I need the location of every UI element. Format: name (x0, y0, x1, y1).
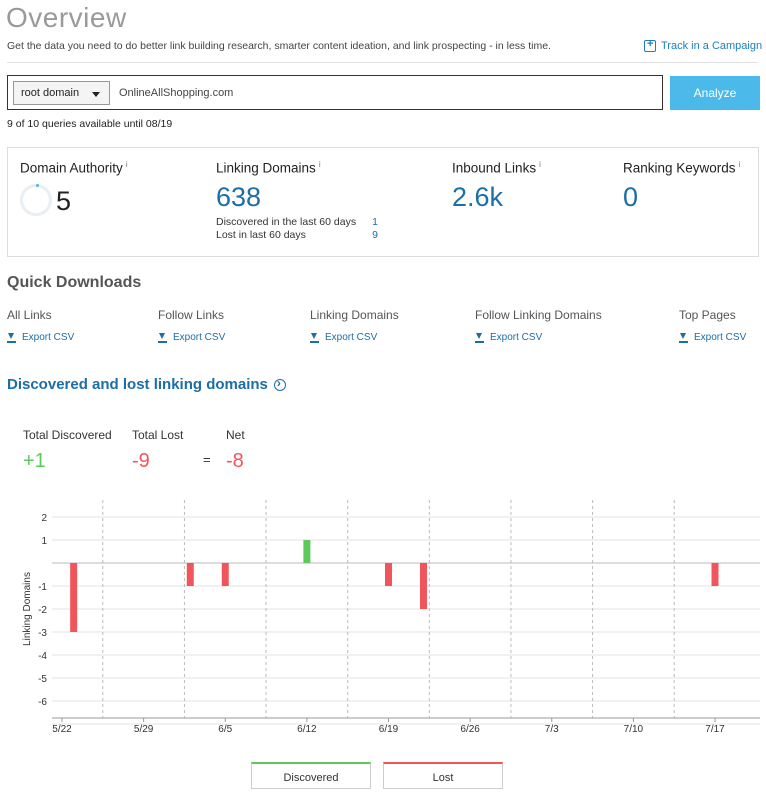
download-icon (158, 332, 167, 343)
discovered-bar (303, 540, 311, 563)
metrics-panel: Domain Authority i 5 Linking Domains i 638… (7, 147, 759, 257)
scope-value: root domain (21, 87, 80, 99)
info-icon[interactable] (273, 376, 286, 391)
info-icon[interactable]: i (125, 160, 128, 169)
ranking-keywords-label: Ranking Keywords i (623, 160, 741, 176)
download-icon (475, 332, 484, 343)
scope-dropdown[interactable]: root domain (13, 81, 110, 105)
download-linking-domains: Linking Domains Export CSV (310, 308, 399, 343)
domain-authority-value: 5 (56, 186, 72, 216)
export-csv-link[interactable]: Export CSV (475, 332, 602, 343)
discovered-label: Discovered in the last 60 days (216, 215, 357, 228)
total-discovered: Total Discovered +1 (23, 428, 112, 473)
authority-ring-icon (20, 184, 52, 216)
export-csv-link[interactable]: Export CSV (7, 332, 74, 343)
y-axis-label: Linking Domains (22, 572, 33, 646)
linking-domains-value: 638 (216, 181, 262, 212)
search-bar: root domain (7, 75, 663, 110)
add-icon (644, 38, 656, 52)
download-icon (7, 332, 16, 343)
y-tick-label: -4 (38, 651, 47, 662)
domain-input[interactable] (119, 83, 649, 103)
lost-bar (419, 563, 427, 609)
lost-bar (711, 563, 719, 586)
y-tick-label: -2 (38, 605, 47, 616)
x-tick-label: 7/10 (624, 724, 644, 735)
chevron-down-icon (92, 92, 100, 97)
net-label: Net (226, 428, 245, 442)
total-lost-label: Total Lost (132, 428, 184, 442)
linking-domains-label: Linking Domains i (216, 160, 321, 176)
download-label: Follow Links (158, 308, 225, 322)
net-total: Net -8 (226, 428, 245, 473)
total-lost-value: -9 (132, 450, 150, 472)
download-follow-links: Follow Links Export CSV (158, 308, 225, 343)
total-discovered-value: +1 (23, 450, 46, 472)
total-discovered-label: Total Discovered (23, 428, 112, 442)
page-title: Overview (6, 2, 127, 33)
ranking-keywords-value: 0 (623, 181, 639, 212)
export-csv-link[interactable]: Export CSV (679, 332, 746, 343)
inbound-links-metric: Inbound Links i 2.6k (452, 160, 541, 213)
info-icon[interactable]: i (738, 160, 741, 169)
total-lost: Total Lost -9 (132, 428, 183, 473)
info-icon[interactable]: i (539, 160, 541, 169)
lost-bar (385, 563, 393, 586)
download-label: All Links (7, 308, 52, 322)
lost-row: Lost in last 60 days 9 (216, 229, 378, 241)
info-icon[interactable]: i (318, 160, 321, 169)
legend-lost-button[interactable]: Lost (383, 762, 503, 789)
x-tick-label: 5/22 (52, 724, 72, 735)
ranking-keywords-metric: Ranking Keywords i 0 (623, 160, 740, 213)
inbound-links-value: 2.6k (452, 181, 504, 212)
download-icon (679, 332, 688, 343)
linking-domains-metric: Linking Domains i 638 Discovered in the l… (216, 160, 378, 241)
x-tick-label: 6/12 (297, 724, 317, 735)
x-tick-label: 7/17 (705, 724, 725, 735)
lost-bar (70, 563, 78, 632)
net-value: -8 (226, 450, 244, 472)
y-tick-label: 2 (41, 513, 47, 524)
track-label: Track in a Campaign (661, 40, 763, 52)
equals-sign: = (203, 452, 211, 467)
discovered-lost-chart: 2 1 -1 -2 -3 -4 -5 -6 Linking Domains 5/22 5/29 6/5… (22, 500, 760, 735)
track-in-campaign-link[interactable]: Track in a Campaign (644, 38, 763, 52)
lost-bar (186, 563, 194, 586)
domain-authority-metric: Domain Authority i (20, 160, 128, 176)
download-label: Follow Linking Domains (475, 308, 602, 322)
header-divider (7, 62, 758, 63)
download-label: Linking Domains (310, 308, 399, 322)
export-csv-link[interactable]: Export CSV (310, 332, 399, 343)
download-top-pages: Top Pages Export CSV (679, 308, 746, 343)
analyze-button[interactable]: Analyze (670, 76, 760, 110)
x-tick-label: 5/29 (134, 724, 154, 735)
export-csv-link[interactable]: Export CSV (158, 332, 225, 343)
lost-bar (221, 563, 229, 586)
x-tick-label: 6/5 (218, 724, 232, 735)
download-icon (310, 332, 319, 343)
x-tick-label: 7/3 (545, 724, 559, 735)
discovered-row: Discovered in the last 60 days 1 (216, 216, 378, 228)
download-follow-linking-domains: Follow Linking Domains Export CSV (475, 308, 602, 343)
x-tick-label: 6/26 (460, 724, 480, 735)
inbound-links-label: Inbound Links i (452, 160, 541, 176)
lost-count[interactable]: 9 (372, 228, 378, 241)
discovered-lost-title: Discovered and lost linking domains (7, 376, 286, 393)
queries-available: 9 of 10 queries available until 08/19 (7, 118, 173, 130)
quick-downloads-title: Quick Downloads (7, 274, 142, 291)
download-label: Top Pages (679, 308, 736, 322)
y-tick-label: -3 (38, 628, 47, 639)
legend-discovered-button[interactable]: Discovered (251, 762, 371, 789)
y-tick-label: 1 (41, 536, 47, 547)
page-subtitle: Get the data you need to do better link … (7, 40, 551, 52)
x-tick-label: 6/19 (379, 724, 399, 735)
download-all-links: All Links Export CSV (7, 308, 74, 343)
y-tick-label: -1 (38, 582, 47, 593)
discovered-count[interactable]: 1 (372, 215, 378, 228)
lost-label: Lost in last 60 days (216, 228, 306, 241)
y-tick-label: -5 (38, 674, 47, 685)
domain-authority-label: Domain Authority i (20, 160, 128, 176)
y-tick-label: -6 (38, 697, 47, 708)
